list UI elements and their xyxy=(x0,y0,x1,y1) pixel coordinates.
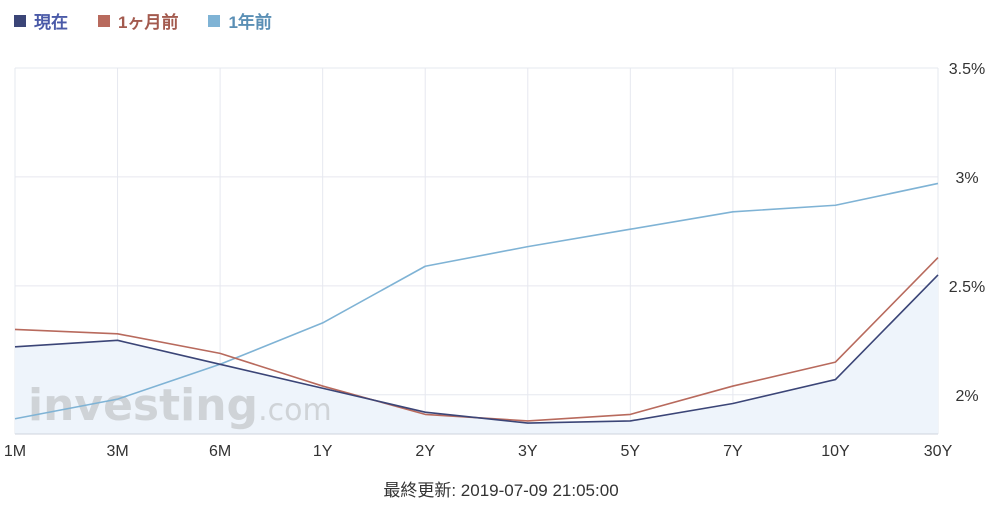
x-tick-label: 1M xyxy=(4,443,26,460)
y-tick-label: 2.5% xyxy=(949,279,985,296)
chart-legend: 現在 1ヶ月前 1年前 xyxy=(14,8,272,33)
current-series-area xyxy=(15,274,938,434)
1-year-ago-series-line xyxy=(14,182,939,420)
x-tick-label: 1Y xyxy=(313,443,333,460)
axis-layer: 2% 2.5% 3% 3.5% 1M 3M 6M 1Y 2Y 3Y 5Y 7Y 10Y 30Y xyxy=(4,61,985,460)
y-tick-label: 3.5% xyxy=(949,61,985,78)
legend-item-1-month-ago[interactable]: 1ヶ月前 xyxy=(98,8,178,33)
x-tick-label: 6M xyxy=(209,443,231,460)
x-tick-label: 2Y xyxy=(415,443,435,460)
legend-swatch-1-month-ago xyxy=(98,14,110,27)
legend-item-1-year-ago[interactable]: 1年前 xyxy=(208,8,272,33)
watermark-suffix: .com xyxy=(258,393,332,428)
x-tick-label: 3Y xyxy=(518,443,538,460)
area-layer xyxy=(15,274,938,434)
investing-watermark: investing.com xyxy=(28,380,332,431)
x-tick-label: 10Y xyxy=(821,443,850,460)
legend-label-current: 現在 xyxy=(34,13,68,32)
legend-swatch-1-year-ago xyxy=(208,14,221,27)
x-tick-label: 5Y xyxy=(621,443,641,460)
series-layer xyxy=(14,182,939,424)
legend-label-1-month-ago: 1ヶ月前 xyxy=(118,13,179,32)
watermark-main: investing xyxy=(28,380,258,431)
y-tick-label: 2% xyxy=(955,388,978,405)
y-tick-label: 3% xyxy=(955,170,978,187)
svg-text:investing.com: investing.com xyxy=(28,380,332,431)
x-tick-label: 30Y xyxy=(924,443,953,460)
last-updated: 最終更新: 2019-07-09 21:05:00 xyxy=(383,481,619,500)
current-series-line xyxy=(14,274,939,424)
legend-swatch-current xyxy=(14,14,26,27)
legend-label-1-year-ago: 1年前 xyxy=(228,13,272,32)
legend-item-current[interactable]: 現在 xyxy=(14,8,68,33)
x-tick-label: 7Y xyxy=(723,443,743,460)
x-tick-label: 3M xyxy=(106,443,128,460)
